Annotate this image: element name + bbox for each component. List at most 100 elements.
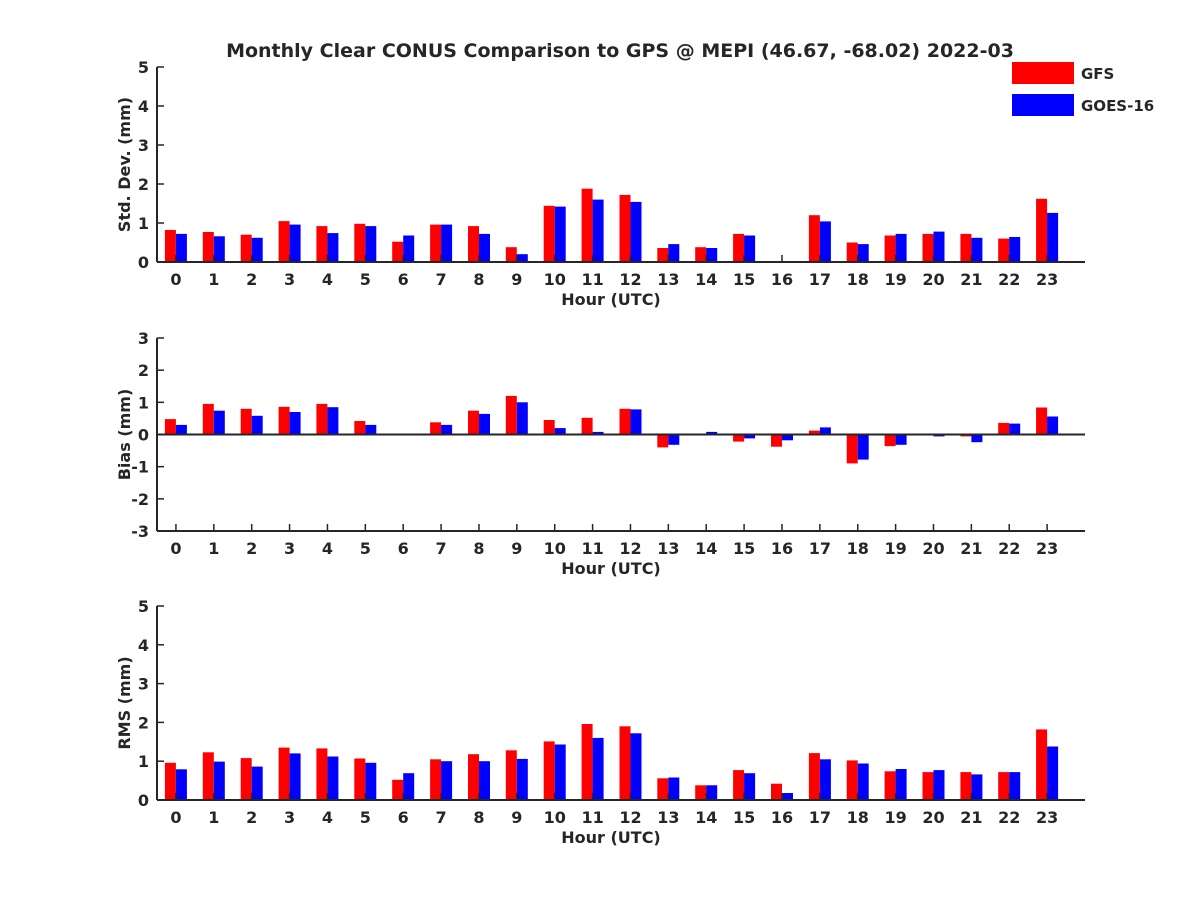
bar-gfs-hour-23 xyxy=(1036,729,1048,800)
bar-gfs-hour-10 xyxy=(543,741,555,800)
bar-goes16-hour-15 xyxy=(744,434,756,439)
bar-goes16-hour-1 xyxy=(213,410,225,435)
bar-goes16-hour-6 xyxy=(403,235,415,262)
bar-goes16-hour-23 xyxy=(1047,416,1059,435)
bar-goes16-hour-21 xyxy=(971,237,983,262)
x-tick-label: 11 xyxy=(581,270,603,289)
bar-gfs-hour-3 xyxy=(278,747,290,800)
x-tick-label: 20 xyxy=(922,270,944,289)
y-tick-label: 1 xyxy=(138,214,149,233)
bar-goes16-hour-2 xyxy=(251,237,263,262)
bar-goes16-hour-17 xyxy=(819,759,831,800)
bar-goes16-hour-7 xyxy=(441,224,453,262)
x-tick-label: 19 xyxy=(884,808,906,827)
bar-goes16-hour-5 xyxy=(365,226,377,262)
bar-gfs-hour-12 xyxy=(619,726,631,800)
x-tick-label: 1 xyxy=(208,270,219,289)
y-tick-label: -2 xyxy=(131,490,149,509)
bar-goes16-hour-22 xyxy=(1009,772,1021,800)
bar-goes16-hour-10 xyxy=(554,206,566,262)
y-tick-label: 0 xyxy=(138,253,149,272)
bar-goes16-hour-11 xyxy=(592,737,604,800)
bar-gfs-hour-1 xyxy=(202,232,214,262)
bar-goes16-hour-5 xyxy=(365,762,377,800)
x-tick-label: 18 xyxy=(847,270,869,289)
x-tick-label: 23 xyxy=(1036,539,1058,558)
bar-goes16-hour-4 xyxy=(327,756,339,800)
x-tick-label: 6 xyxy=(398,808,409,827)
y-tick-label: 1 xyxy=(138,752,149,771)
bar-goes16-hour-18 xyxy=(857,763,869,800)
x-tick-label: 10 xyxy=(544,270,566,289)
bar-gfs-hour-11 xyxy=(581,417,593,435)
bar-goes16-hour-10 xyxy=(554,428,566,435)
x-tick-label: 14 xyxy=(695,539,717,558)
x-tick-label: 5 xyxy=(360,270,371,289)
bar-gfs-hour-8 xyxy=(468,226,479,262)
bar-gfs-hour-10 xyxy=(543,420,555,435)
x-tick-label: 8 xyxy=(473,539,484,558)
x-tick-label: 7 xyxy=(436,270,447,289)
bar-gfs-hour-13 xyxy=(657,248,669,262)
bar-gfs-hour-19 xyxy=(884,434,896,447)
y-axis-label: Std. Dev. (mm) xyxy=(115,97,134,232)
x-axis-label: Hour (UTC) xyxy=(561,290,661,309)
x-tick-label: 2 xyxy=(246,808,257,827)
bar-gfs-hour-22 xyxy=(998,238,1010,262)
x-tick-label: 15 xyxy=(733,808,755,827)
bar-goes16-hour-18 xyxy=(857,244,869,262)
x-tick-label: 5 xyxy=(360,539,371,558)
bar-gfs-hour-15 xyxy=(733,434,745,442)
bar-gfs-hour-6 xyxy=(392,241,404,262)
bar-gfs-hour-5 xyxy=(354,758,366,800)
x-tick-label: 5 xyxy=(360,808,371,827)
x-tick-label: 11 xyxy=(581,539,603,558)
x-tick-label: 6 xyxy=(398,539,409,558)
y-tick-label: 4 xyxy=(138,636,149,655)
x-tick-label: 4 xyxy=(322,808,333,827)
x-tick-label: 22 xyxy=(998,270,1020,289)
bar-gfs-hour-10 xyxy=(543,205,555,262)
bar-goes16-hour-8 xyxy=(479,761,490,800)
bar-gfs-hour-2 xyxy=(240,758,252,800)
bar-goes16-hour-14 xyxy=(706,248,718,262)
bar-gfs-hour-17 xyxy=(808,215,820,262)
x-tick-label: 11 xyxy=(581,808,603,827)
bar-gfs-hour-17 xyxy=(808,753,820,800)
x-tick-label: 4 xyxy=(322,539,333,558)
bar-goes16-hour-12 xyxy=(630,409,642,435)
bar-gfs-hour-6 xyxy=(392,779,404,800)
y-tick-label: 2 xyxy=(138,361,149,380)
x-tick-label: 21 xyxy=(960,270,982,289)
bar-goes16-hour-8 xyxy=(479,413,490,435)
x-tick-label: 15 xyxy=(733,270,755,289)
x-tick-label: 17 xyxy=(809,270,831,289)
y-tick-label: 0 xyxy=(138,791,149,810)
bar-goes16-hour-21 xyxy=(971,434,983,443)
x-tick-label: 16 xyxy=(771,539,793,558)
x-tick-label: 22 xyxy=(998,808,1020,827)
bar-goes16-hour-20 xyxy=(933,231,945,262)
bar-goes16-hour-4 xyxy=(327,407,339,435)
bar-gfs-hour-21 xyxy=(960,233,972,262)
x-tick-label: 8 xyxy=(473,808,484,827)
bar-gfs-hour-13 xyxy=(657,434,669,448)
bar-goes16-hour-11 xyxy=(592,199,604,262)
bar-goes16-hour-1 xyxy=(213,761,225,800)
x-tick-label: 14 xyxy=(695,808,717,827)
x-tick-label: 20 xyxy=(922,539,944,558)
bar-goes16-hour-20 xyxy=(933,770,945,800)
bar-goes16-hour-22 xyxy=(1009,423,1021,435)
bar-goes16-hour-0 xyxy=(175,233,187,262)
bar-gfs-hour-4 xyxy=(316,226,328,262)
x-tick-label: 15 xyxy=(733,539,755,558)
bar-gfs-hour-3 xyxy=(278,406,290,435)
x-axis-label: Hour (UTC) xyxy=(561,828,661,847)
x-tick-label: 21 xyxy=(960,808,982,827)
bar-goes16-hour-7 xyxy=(441,424,453,435)
bar-goes16-hour-12 xyxy=(630,201,642,262)
